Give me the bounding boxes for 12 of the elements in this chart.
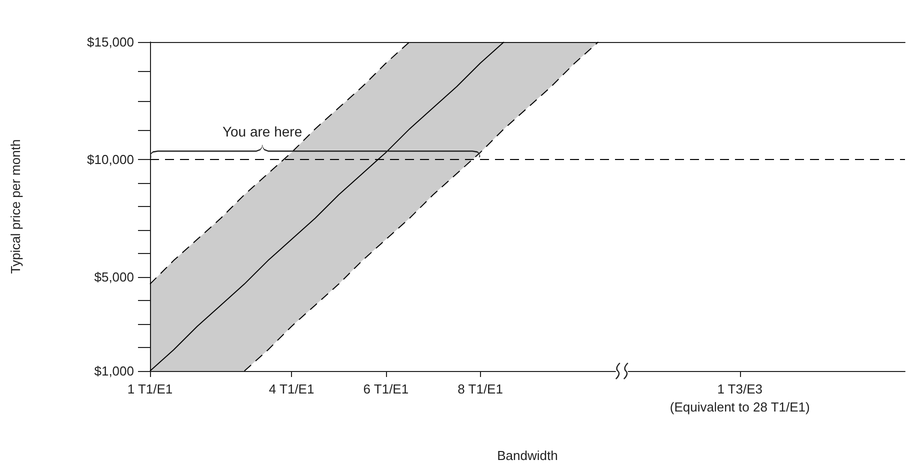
- x-axis-title: Bandwidth: [497, 448, 558, 463]
- y-tick-label: $15,000: [87, 34, 134, 50]
- x-tick-label: 1 T3/E3 (Equivalent to 28 T1/E1): [670, 382, 810, 414]
- y-tick-label: $1,000: [94, 364, 134, 378]
- y-axis-title: Typical price per month: [8, 139, 23, 274]
- annotation: You are here: [222, 124, 302, 140]
- x-tick-label: 1 T1/E1: [127, 382, 173, 396]
- y-tick-label: $10,000: [87, 152, 134, 167]
- x-tick-label: 8 T1/E1: [458, 382, 503, 396]
- y-tick-label: $5,000: [94, 270, 134, 284]
- x-tick-label: 6 T1/E1: [363, 382, 409, 396]
- x-tick-label: 4 T1/E1: [268, 382, 314, 396]
